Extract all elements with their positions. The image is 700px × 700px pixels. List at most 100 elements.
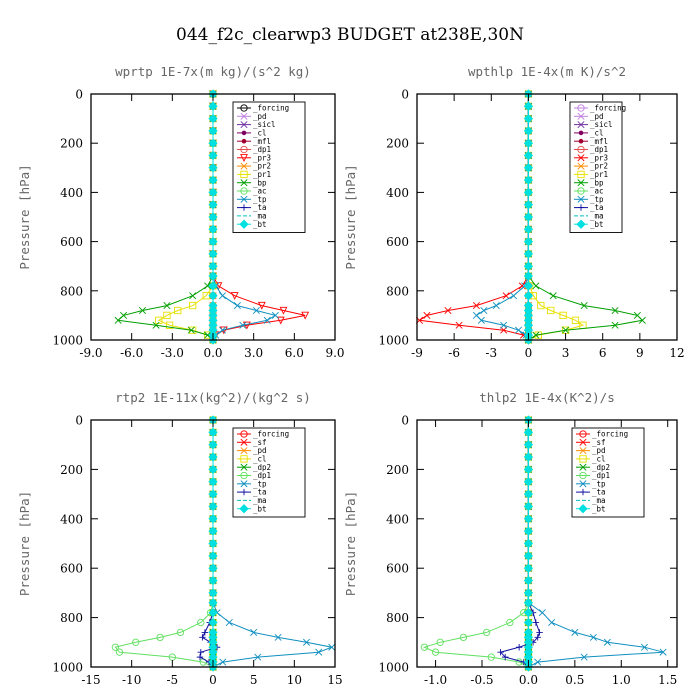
data-point: [500, 321, 508, 329]
series-line: [116, 94, 214, 341]
legend-marker: [240, 455, 248, 463]
data-point: [208, 608, 218, 618]
legend-marker: [240, 195, 248, 203]
legend-marker: [240, 430, 248, 438]
data-point: [219, 658, 227, 666]
x-tick-label: -9.0: [79, 346, 102, 360]
y-axis-label: Pressure [hPa]: [17, 164, 32, 269]
legend-label: _ta: [590, 203, 604, 212]
legend-marker: [579, 463, 587, 471]
data-point: [506, 618, 514, 627]
legend-marker: [579, 488, 587, 496]
data-point: [208, 138, 218, 148]
legend-label: _ma: [592, 496, 606, 505]
data-point: [523, 563, 534, 573]
legend-label: _bt: [253, 504, 267, 513]
data-point: [208, 236, 218, 247]
series-ta: [497, 416, 543, 671]
data-point: [523, 477, 534, 487]
data-point: [515, 326, 523, 334]
data-point: [176, 628, 185, 637]
data-point: [315, 648, 323, 656]
legend-label: _bp: [590, 178, 604, 187]
y-tick-label: 1000: [378, 661, 409, 675]
data-point: [196, 653, 204, 661]
data-point: [208, 281, 218, 291]
data-point: [436, 638, 444, 646]
legend-marker: [240, 187, 248, 195]
data-point: [252, 306, 260, 314]
data-point: [477, 316, 485, 324]
legend-label: _dp2: [253, 463, 271, 472]
legend-label: _pd: [253, 446, 267, 455]
legend-label: _ac: [253, 187, 267, 196]
data-point: [571, 628, 579, 636]
data-point: [163, 311, 171, 320]
data-point: [523, 126, 534, 136]
data-point: [549, 292, 557, 300]
y-tick-label: 400: [386, 512, 409, 526]
x-tick-label: 1.5: [658, 673, 677, 687]
x-tick-label: 12: [669, 346, 684, 360]
x-tick-label: 6: [599, 346, 607, 360]
legend-label: _ta: [253, 488, 267, 497]
legend-label: _tp: [253, 479, 267, 488]
data-point: [523, 175, 534, 185]
x-tick-label: 0.0: [519, 673, 538, 687]
series-dp1: [420, 416, 533, 671]
data-point: [487, 653, 495, 661]
data-point: [536, 629, 543, 636]
x-tick-label: -15: [81, 673, 100, 687]
legend-label: _mfl: [590, 137, 608, 146]
x-tick-label: -6: [448, 346, 460, 360]
data-point: [208, 163, 218, 173]
data-point: [208, 224, 218, 234]
data-point: [532, 282, 540, 290]
x-tick-label: -3: [485, 346, 497, 360]
data-point: [523, 101, 534, 111]
data-point: [208, 598, 218, 608]
panel-3: rtp2 1E-11x(kg^2)/(kg^2 s) Pressure [hPa]…: [17, 390, 343, 687]
data-point: [208, 113, 218, 124]
legend-label: _sf: [592, 438, 606, 447]
legend-label: _dp1: [592, 471, 610, 480]
legend-label: _pd: [253, 112, 267, 121]
data-point: [174, 306, 182, 315]
legend-marker: [577, 145, 585, 154]
data-point: [523, 452, 534, 462]
data-point: [638, 316, 646, 324]
legend-label: _pr1: [253, 170, 271, 179]
data-point: [523, 575, 534, 586]
data-point: [472, 302, 480, 310]
data-point: [271, 311, 279, 319]
data-point: [603, 638, 611, 646]
plot-frame: [416, 93, 678, 341]
x-tick-label: -6.0: [120, 346, 143, 360]
data-point: [242, 321, 251, 330]
y-tick-label: 800: [60, 611, 83, 625]
data-point: [420, 643, 429, 651]
x-tick-label: -9: [411, 346, 423, 360]
legend-label: _mfl: [253, 137, 271, 146]
y-tick-label: 800: [386, 284, 409, 298]
data-point: [518, 282, 526, 290]
legend-label: _ma: [590, 212, 604, 221]
y-tick-label: 0: [401, 414, 409, 428]
data-point: [263, 316, 271, 324]
legend-label: _pr1: [590, 170, 608, 179]
data-point: [571, 316, 580, 324]
legend-label: _forcing: [253, 104, 289, 113]
data-point: [218, 326, 227, 334]
data-point: [274, 633, 282, 641]
data-point: [138, 306, 147, 314]
data-point: [208, 427, 218, 437]
data-point: [580, 653, 588, 661]
x-tick-label: -0.5: [470, 673, 493, 687]
data-point: [515, 644, 523, 651]
data-point: [510, 292, 518, 300]
legend-label: _cl: [590, 129, 604, 138]
data-point: [502, 292, 510, 300]
data-point: [502, 653, 509, 661]
x-tick-label: 1.0: [612, 673, 631, 687]
legend-marker: [577, 187, 585, 195]
